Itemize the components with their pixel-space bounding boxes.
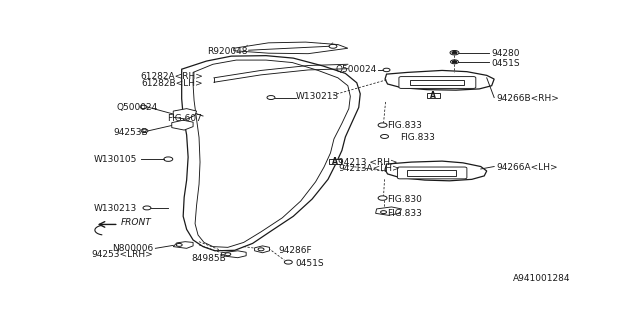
Text: 94266B<RH>: 94266B<RH> (497, 93, 559, 102)
Text: 94213A<LH>: 94213A<LH> (338, 164, 399, 172)
Text: 94253B: 94253B (114, 128, 148, 137)
Text: A941001284: A941001284 (513, 274, 570, 283)
Polygon shape (221, 251, 246, 258)
Polygon shape (376, 207, 401, 215)
Text: N800006: N800006 (112, 244, 154, 253)
Polygon shape (255, 246, 269, 253)
Text: FRONT: FRONT (121, 218, 152, 227)
Text: Q500024: Q500024 (116, 103, 157, 112)
Text: A: A (431, 91, 436, 100)
Text: FIG.833: FIG.833 (388, 209, 422, 218)
Text: Q500024: Q500024 (335, 65, 376, 75)
Text: 84985B: 84985B (191, 254, 227, 263)
Text: 0451S: 0451S (492, 59, 520, 68)
Circle shape (452, 52, 457, 54)
Polygon shape (173, 242, 193, 248)
Text: FIG.833: FIG.833 (388, 121, 422, 130)
Text: W130213: W130213 (296, 92, 339, 101)
FancyBboxPatch shape (408, 170, 456, 176)
Text: 94286F: 94286F (278, 246, 312, 255)
Text: W130105: W130105 (94, 155, 137, 164)
Text: 61282B<LH>: 61282B<LH> (141, 79, 203, 88)
Text: 61282A<RH>: 61282A<RH> (140, 72, 203, 81)
Polygon shape (172, 120, 193, 130)
FancyBboxPatch shape (329, 159, 341, 164)
Polygon shape (173, 108, 196, 119)
Polygon shape (385, 161, 486, 181)
Text: W130213: W130213 (94, 204, 137, 213)
Text: 94213 <RH>: 94213 <RH> (338, 157, 397, 167)
Text: FIG.830: FIG.830 (388, 195, 422, 204)
FancyBboxPatch shape (428, 93, 440, 98)
Text: FIG.833: FIG.833 (401, 133, 435, 142)
Text: 94280: 94280 (492, 49, 520, 58)
Polygon shape (234, 42, 348, 54)
Circle shape (452, 61, 456, 63)
Text: A: A (332, 157, 338, 166)
Text: R920048: R920048 (207, 47, 248, 56)
FancyBboxPatch shape (397, 167, 467, 179)
Text: 94266A<LH>: 94266A<LH> (497, 163, 558, 172)
Polygon shape (385, 70, 494, 90)
Text: 0451S: 0451S (296, 259, 324, 268)
FancyBboxPatch shape (399, 76, 476, 88)
FancyBboxPatch shape (410, 80, 465, 85)
Text: FIG.607: FIG.607 (167, 114, 202, 123)
Text: 94253<LRH>: 94253<LRH> (92, 250, 154, 259)
